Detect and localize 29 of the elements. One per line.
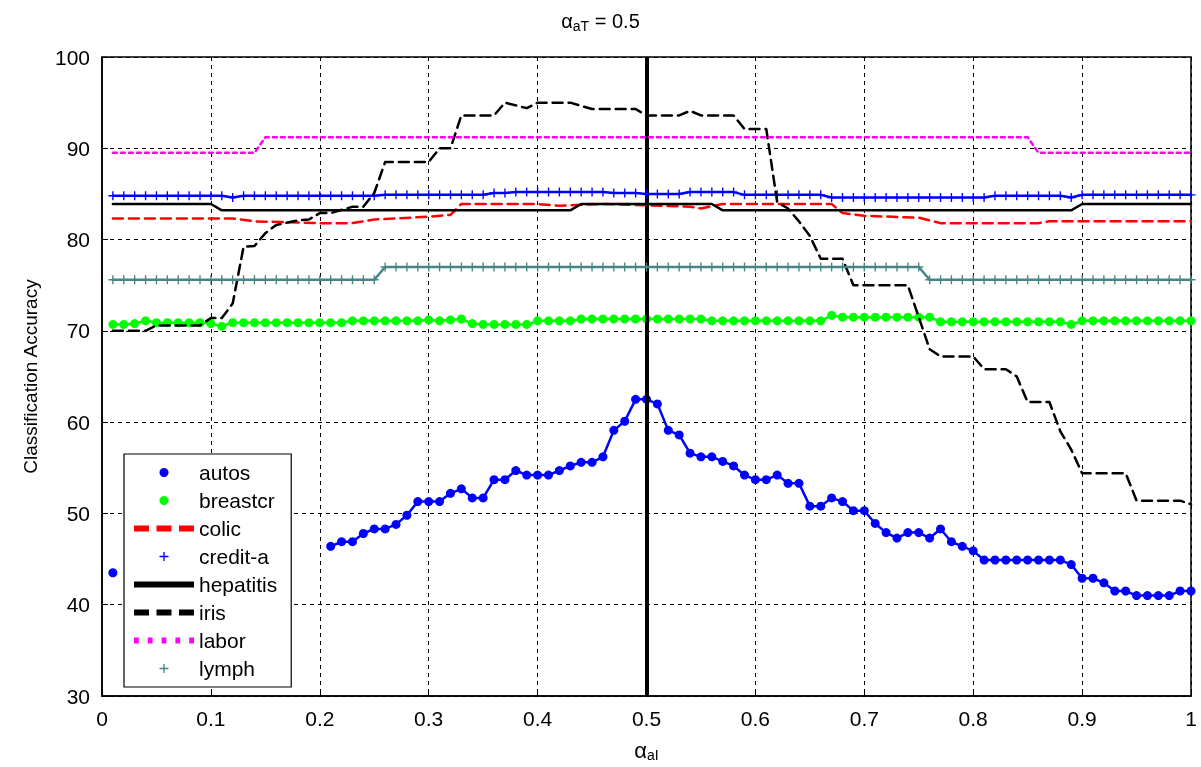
y-tick-label: 60	[66, 410, 90, 434]
x-tick-label: 0.2	[305, 707, 335, 730]
legend-label: colic	[199, 517, 242, 540]
y-tick-label: 50	[66, 501, 90, 525]
legend-label: lymph	[199, 657, 256, 680]
y-tick-label: 80	[66, 228, 90, 252]
legend-label: credit-a	[199, 545, 270, 568]
x-axis-title: αaI	[634, 737, 659, 763]
y-tick-label: 30	[66, 684, 90, 708]
x-tick-label: 0.6	[740, 707, 770, 730]
x-tick-label: 0.9	[1067, 707, 1097, 730]
legend-label: labor	[199, 629, 246, 652]
legend-label: iris	[199, 601, 226, 624]
y-tick-label: 100	[54, 45, 90, 69]
x-tick-label: 0.3	[414, 707, 444, 730]
x-tick-label: 0.7	[849, 707, 879, 730]
x-tick-label: 0.5	[631, 707, 662, 730]
x-tick-label: 0.8	[958, 707, 988, 730]
legend-label: hepatitis	[199, 573, 278, 596]
y-tick-label: 70	[66, 319, 90, 343]
y-tick-label: 90	[66, 136, 90, 160]
legend-label: breastcr	[199, 489, 275, 512]
y-axis-title: Classification Accuracy	[20, 278, 41, 474]
legend-label: autos	[199, 461, 251, 484]
x-tick-label: 0	[96, 707, 108, 730]
x-tick-label: 1	[1185, 707, 1197, 730]
x-tick-label: 0.4	[523, 707, 553, 730]
x-tick-label: 0.1	[196, 707, 226, 730]
y-tick-label: 40	[66, 593, 90, 617]
